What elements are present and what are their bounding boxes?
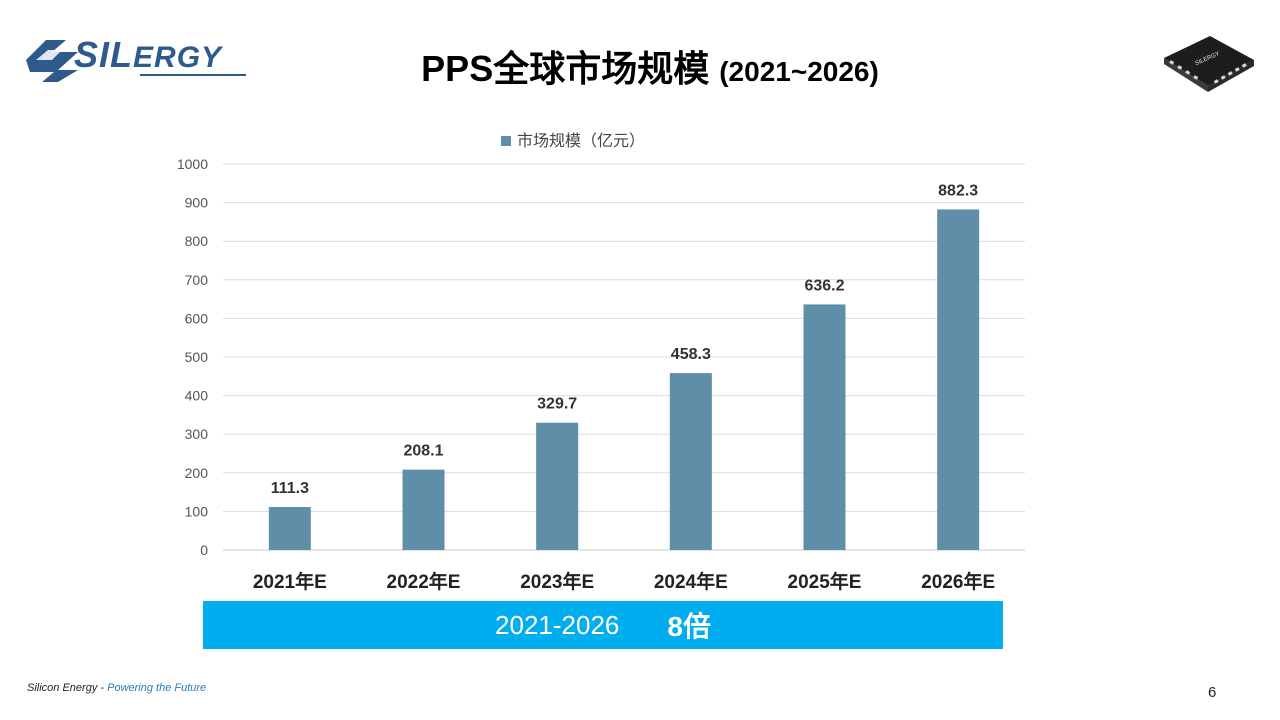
data-label: 111.3 [271,480,309,497]
x-tick-label: 2026年E [921,570,995,593]
y-tick-label: 400 [185,388,209,404]
chart-legend: 市场规模（亿元） [501,132,645,150]
y-tick-label: 100 [185,503,209,519]
title-main: PPS全球市场规模 [421,48,710,89]
data-label: 882.3 [938,182,978,199]
growth-banner: 2021-2026 8倍 [203,601,1003,649]
chip-image: SILERGY [1158,28,1258,96]
data-label: 636.2 [804,277,844,294]
footer: Silicon Energy - Powering the Future [27,682,206,694]
x-tick-label: 2022年E [387,570,461,593]
bar-chart: 市场规模（亿元） 0 100 200 300 400 500 600 700 800 900 100… [177,132,1025,593]
logo-wordmark: SILERGY [74,34,222,76]
title-range: (2021~2026) [719,56,879,87]
footer-tagline: Powering the Future [107,682,207,694]
bar [402,469,445,550]
logo-underline [140,74,246,76]
data-labels: 111.3 208.1 329.7 458.3 636.2 882.3 [271,182,979,497]
gridlines [223,163,1025,551]
banner-range: 2021-2026 [495,609,620,640]
logo-text-sil: SIL [74,34,134,75]
data-label: 208.1 [403,443,443,460]
y-tick-label: 500 [185,349,209,365]
banner-multiple: 8倍 [667,611,711,642]
x-axis: 2021年E 2022年E 2023年E 2024年E 2025年E 2026年E [253,570,995,593]
bar [268,507,311,550]
bar [803,304,846,550]
y-tick-label: 200 [185,465,209,481]
y-axis: 0 100 200 300 400 500 600 700 800 900 1000 [177,156,208,558]
bars [268,209,980,550]
legend-label: 市场规模（亿元） [517,132,645,150]
x-tick-label: 2021年E [253,570,327,593]
y-tick-label: 1000 [177,156,208,172]
legend-swatch [501,136,511,146]
data-label: 458.3 [671,346,711,363]
footer-separator: - [97,682,108,694]
y-tick-label: 700 [185,272,209,288]
x-tick-label: 2025年E [788,570,862,593]
footer-company: Silicon Energy [27,682,98,694]
bar [669,373,712,550]
silergy-logo-mark [26,40,78,82]
y-tick-label: 0 [200,542,208,558]
data-label: 329.7 [537,396,577,413]
chip-icon: SILERGY [1164,36,1254,92]
y-tick-label: 600 [185,310,209,326]
y-tick-label: 800 [185,233,209,249]
page-title: PPS全球市场规模 (2021~2026) [0,40,1280,92]
x-tick-label: 2023年E [520,570,594,593]
y-tick-label: 300 [185,426,209,442]
page-number: 6 [1208,684,1217,701]
y-tick-label: 900 [185,195,209,211]
bar [937,209,980,550]
silergy-logo: SILERGY [22,30,246,90]
x-tick-label: 2024年E [654,570,728,593]
bar [536,422,579,550]
logo-text-ergy: ERGY [133,41,223,74]
